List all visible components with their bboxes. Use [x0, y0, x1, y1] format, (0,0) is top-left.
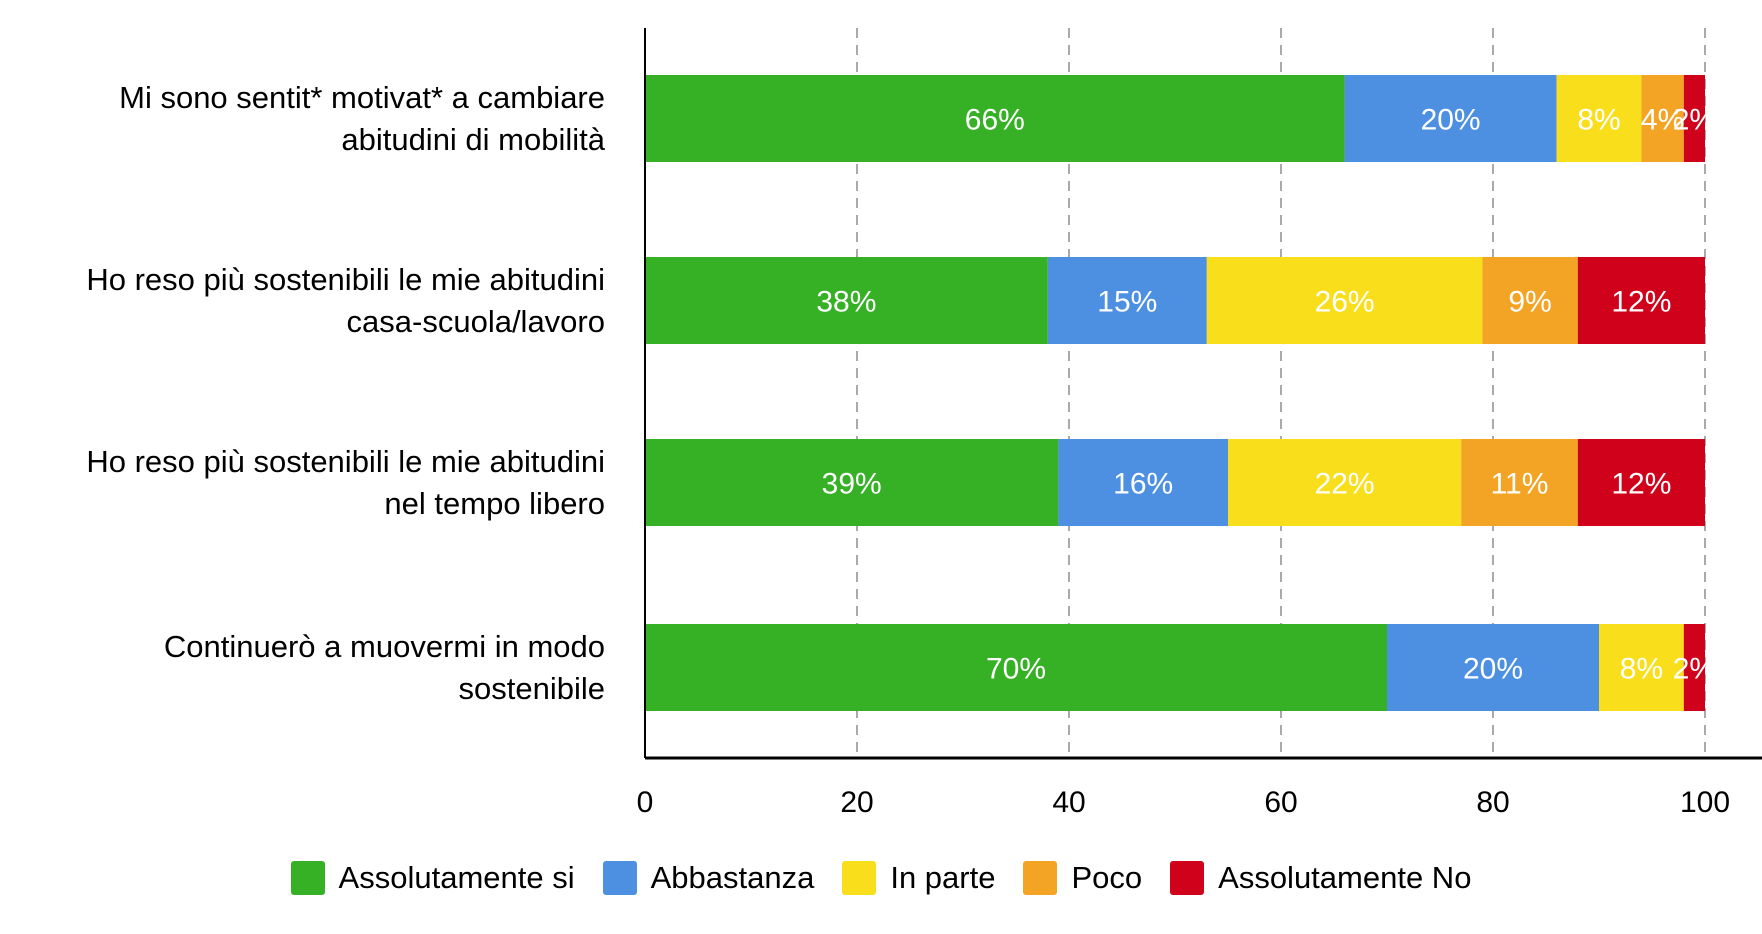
bar-segment	[1683, 624, 1705, 711]
x-tick-label: 100	[1680, 786, 1730, 819]
bar-segment	[1047, 257, 1207, 344]
category-label: Ho reso più sostenibili le mie abitudini…	[5, 441, 605, 525]
legend-label: In parte	[890, 860, 996, 895]
legend-label: Abbastanza	[650, 860, 815, 895]
bar-segment	[645, 257, 1048, 344]
data-label: 26%	[1315, 286, 1375, 319]
data-label: 8%	[1620, 653, 1663, 686]
bar-segment	[1206, 257, 1483, 344]
legend-swatch	[842, 861, 877, 895]
data-label: 66%	[965, 104, 1025, 137]
category-label-line: Continuerò a muovermi in modo	[163, 628, 605, 664]
legend-item: Poco	[1023, 860, 1142, 896]
data-label: 8%	[1577, 104, 1620, 137]
x-tick-label: 40	[1052, 786, 1085, 819]
category-label: Ho reso più sostenibili le mie abitudini…	[5, 259, 605, 343]
bar-segment	[645, 439, 1059, 526]
bar-segment	[645, 624, 1387, 711]
x-tick-label: 20	[840, 786, 873, 819]
bar-segment	[1577, 439, 1705, 526]
data-label: 22%	[1315, 468, 1375, 501]
legend-label: Poco	[1071, 860, 1143, 895]
bar-segment	[1641, 75, 1684, 162]
data-label: 11%	[1491, 468, 1549, 501]
category-label-line: casa-scuola/lavoro	[346, 303, 605, 339]
x-tick-label: 0	[637, 786, 654, 819]
category-label-line: abitudini di mobilità	[341, 121, 605, 157]
data-label: 2%	[1673, 653, 1716, 686]
category-label-line: Ho reso più sostenibili le mie abitudini	[86, 261, 605, 297]
data-label: 38%	[816, 286, 876, 319]
bar-segment	[1577, 257, 1705, 344]
bar-segment	[1599, 624, 1684, 711]
legend-label: Assolutamente No	[1218, 860, 1472, 895]
bar-segment	[1482, 257, 1578, 344]
category-label: Mi sono sentit* motivat* a cambiare abitu…	[5, 77, 605, 161]
bar-segment	[1461, 439, 1578, 526]
legend-swatch	[602, 861, 637, 895]
category-label-line: sostenibile	[458, 670, 605, 706]
legend-swatch	[290, 861, 325, 895]
data-label: 2%	[1673, 104, 1716, 137]
x-tick-label: 80	[1476, 786, 1509, 819]
data-label: 4%	[1641, 104, 1684, 137]
category-label-line: nel tempo libero	[384, 485, 605, 521]
bar-segment	[645, 75, 1345, 162]
category-label: Continuerò a muovermi in modo sostenibile	[5, 626, 605, 710]
legend-item: Abbastanza	[602, 860, 815, 896]
bar-segment	[1387, 624, 1599, 711]
x-tick-label: 60	[1264, 786, 1297, 819]
bar-segment	[1058, 439, 1228, 526]
data-label: 15%	[1097, 286, 1157, 319]
legend-item: Assolutamente No	[1170, 860, 1471, 896]
data-label: 12%	[1611, 468, 1671, 501]
data-label: 9%	[1508, 286, 1551, 319]
legend-swatch	[1023, 861, 1058, 895]
legend-swatch	[1170, 861, 1205, 895]
legend: Assolutamente si Abbastanza In parte Poco As…	[0, 860, 1762, 896]
data-label: 20%	[1421, 104, 1481, 137]
legend-item: In parte	[842, 860, 995, 896]
bar-segment	[1556, 75, 1642, 162]
data-label: 16%	[1113, 468, 1173, 501]
data-label: 70%	[986, 653, 1046, 686]
data-label: 39%	[822, 468, 882, 501]
legend-item: Assolutamente si	[290, 860, 575, 896]
data-label: 20%	[1463, 653, 1523, 686]
data-label: 12%	[1611, 286, 1671, 319]
bar-segment	[1344, 75, 1557, 162]
bar-segment	[1228, 439, 1462, 526]
category-label-line: Mi sono sentit* motivat* a cambiare	[119, 79, 605, 115]
bar-segment	[1683, 75, 1705, 162]
legend-label: Assolutamente si	[338, 860, 575, 895]
category-label-line: Ho reso più sostenibili le mie abitudini	[86, 443, 605, 479]
